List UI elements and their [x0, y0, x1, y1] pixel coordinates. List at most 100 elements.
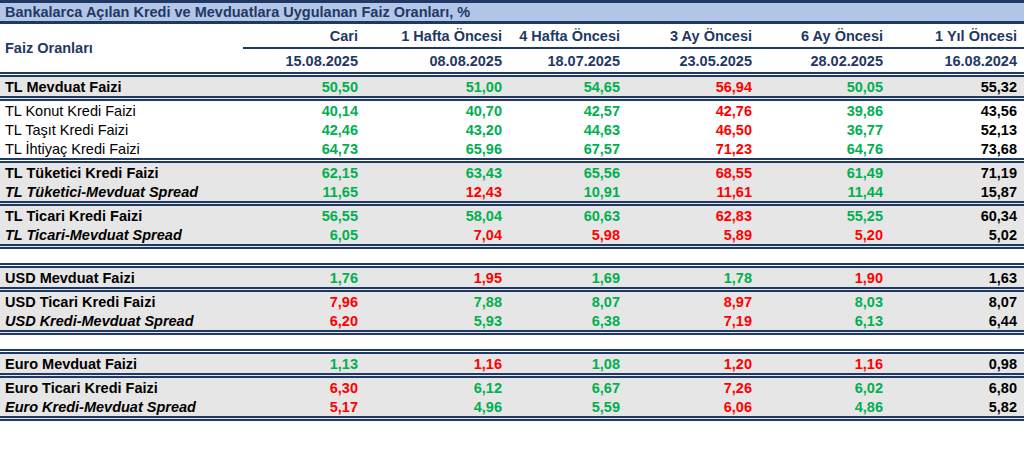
column-header-1yil: 1 Yıl Öncesi — [890, 24, 1024, 48]
rate-value: 44,63 — [509, 120, 627, 139]
rate-value: 55,25 — [759, 204, 890, 226]
rate-value: 11,65 — [243, 182, 365, 204]
rate-value: 11,61 — [627, 182, 759, 204]
rate-value: 58,04 — [365, 204, 509, 226]
date-3ay: 23.05.2025 — [627, 48, 759, 75]
rate-value: 6,06 — [627, 397, 759, 419]
row-label: Euro Ticari Kredi Faizi — [0, 376, 243, 398]
rate-value: 4,86 — [759, 397, 890, 419]
rate-value: 55,32 — [890, 75, 1024, 99]
rate-value: 36,77 — [759, 120, 890, 139]
rate-value: 7,04 — [365, 225, 509, 247]
rate-value: 4,96 — [365, 397, 509, 419]
row-label: TL Tüketici-Mevduat Spread — [0, 182, 243, 204]
rate-value: 50,05 — [759, 75, 890, 99]
rate-value: 5,20 — [759, 225, 890, 247]
spacer-cell — [0, 247, 1024, 266]
rate-value: 6,05 — [243, 225, 365, 247]
rate-value: 7,19 — [627, 311, 759, 333]
spacer-row — [0, 333, 1024, 352]
table-row: TL Tüketici-Mevduat Spread11,6512,4310,9… — [0, 182, 1024, 204]
rate-value: 60,63 — [509, 204, 627, 226]
table-row: TL Konut Kredi Faizi40,1440,7042,5742,76… — [0, 99, 1024, 121]
column-header-4hafta: 4 Hafta Öncesi — [509, 24, 627, 48]
row-label: USD Mevduat Faizi — [0, 266, 243, 290]
rate-value: 6,02 — [759, 376, 890, 398]
table-row: TL Ticari Kredi Faizi56,5558,0460,6362,8… — [0, 204, 1024, 226]
row-label: TL Tüketici Kredi Faizi — [0, 161, 243, 183]
rate-value: 5,17 — [243, 397, 365, 419]
rate-value: 40,70 — [365, 99, 509, 121]
rate-value: 1,16 — [759, 352, 890, 376]
column-header-row: Faiz Oranları Cari 1 Hafta Öncesi 4 Haft… — [0, 24, 1024, 48]
table-row: USD Kredi-Mevduat Spread6,205,936,387,19… — [0, 311, 1024, 333]
rate-value: 1,90 — [759, 266, 890, 290]
rates-report: Bankalarca Açılan Kredi ve Mevduatlara U… — [0, 0, 1024, 461]
rate-value: 1,13 — [243, 352, 365, 376]
rate-value: 64,73 — [243, 139, 365, 161]
rate-value: 71,19 — [890, 161, 1024, 183]
rate-value: 62,83 — [627, 204, 759, 226]
rate-value: 61,49 — [759, 161, 890, 183]
row-label: TL Konut Kredi Faizi — [0, 99, 243, 121]
rate-value: 60,34 — [890, 204, 1024, 226]
rate-value: 51,00 — [365, 75, 509, 99]
column-header-6ay: 6 Ay Öncesi — [759, 24, 890, 48]
table-header: Faiz Oranları Cari 1 Hafta Öncesi 4 Haft… — [0, 24, 1024, 75]
date-6ay: 28.02.2025 — [759, 48, 890, 75]
rate-value: 5,59 — [509, 397, 627, 419]
rate-value: 52,13 — [890, 120, 1024, 139]
rate-value: 6,67 — [509, 376, 627, 398]
rate-value: 15,87 — [890, 182, 1024, 204]
rate-value: 5,02 — [890, 225, 1024, 247]
rate-value: 6,80 — [890, 376, 1024, 398]
rate-value: 5,98 — [509, 225, 627, 247]
rate-value: 56,94 — [627, 75, 759, 99]
rate-value: 10,91 — [509, 182, 627, 204]
date-4hafta: 18.07.2025 — [509, 48, 627, 75]
rate-value: 43,56 — [890, 99, 1024, 121]
rate-value: 67,57 — [509, 139, 627, 161]
table-row: Euro Kredi-Mevduat Spread5,174,965,596,0… — [0, 397, 1024, 419]
table-row: TL Mevduat Faizi50,5051,0054,6556,9450,0… — [0, 75, 1024, 99]
row-label: USD Ticari Kredi Faizi — [0, 290, 243, 312]
rate-value: 5,93 — [365, 311, 509, 333]
rate-value: 8,97 — [627, 290, 759, 312]
rate-value: 1,63 — [890, 266, 1024, 290]
rate-value: 8,07 — [509, 290, 627, 312]
rate-value: 6,20 — [243, 311, 365, 333]
rates-table: Faiz Oranları Cari 1 Hafta Öncesi 4 Haft… — [0, 24, 1024, 421]
rate-value: 1,95 — [365, 266, 509, 290]
rate-value: 46,50 — [627, 120, 759, 139]
date-cari: 15.08.2025 — [243, 48, 365, 75]
rate-value: 6,12 — [365, 376, 509, 398]
rate-value: 6,30 — [243, 376, 365, 398]
rate-value: 68,55 — [627, 161, 759, 183]
rate-value: 64,76 — [759, 139, 890, 161]
column-header-3ay: 3 Ay Öncesi — [627, 24, 759, 48]
table-row: TL Taşıt Kredi Faizi42,4643,2044,6346,50… — [0, 120, 1024, 139]
column-header-1hafta: 1 Hafta Öncesi — [365, 24, 509, 48]
rate-value: 56,55 — [243, 204, 365, 226]
rate-value: 8,03 — [759, 290, 890, 312]
table-row: USD Mevduat Faizi1,761,951,691,781,901,6… — [0, 266, 1024, 290]
row-label: USD Kredi-Mevduat Spread — [0, 311, 243, 333]
rate-value: 12,43 — [365, 182, 509, 204]
table-row: USD Ticari Kredi Faizi7,967,888,078,978,… — [0, 290, 1024, 312]
rate-value: 6,44 — [890, 311, 1024, 333]
date-1hafta: 08.08.2025 — [365, 48, 509, 75]
rate-value: 42,46 — [243, 120, 365, 139]
rate-value: 6,13 — [759, 311, 890, 333]
rate-value: 50,50 — [243, 75, 365, 99]
rate-value: 0,98 — [890, 352, 1024, 376]
rate-value: 7,26 — [627, 376, 759, 398]
table-row: TL Tüketici Kredi Faizi62,1563,4365,5668… — [0, 161, 1024, 183]
spacer-cell — [0, 333, 1024, 352]
rate-value: 62,15 — [243, 161, 365, 183]
table-row: Euro Mevduat Faizi1,131,161,081,201,160,… — [0, 352, 1024, 376]
rate-value: 71,23 — [627, 139, 759, 161]
rate-value: 65,56 — [509, 161, 627, 183]
rate-value: 1,69 — [509, 266, 627, 290]
rate-value: 42,57 — [509, 99, 627, 121]
rate-value: 73,68 — [890, 139, 1024, 161]
